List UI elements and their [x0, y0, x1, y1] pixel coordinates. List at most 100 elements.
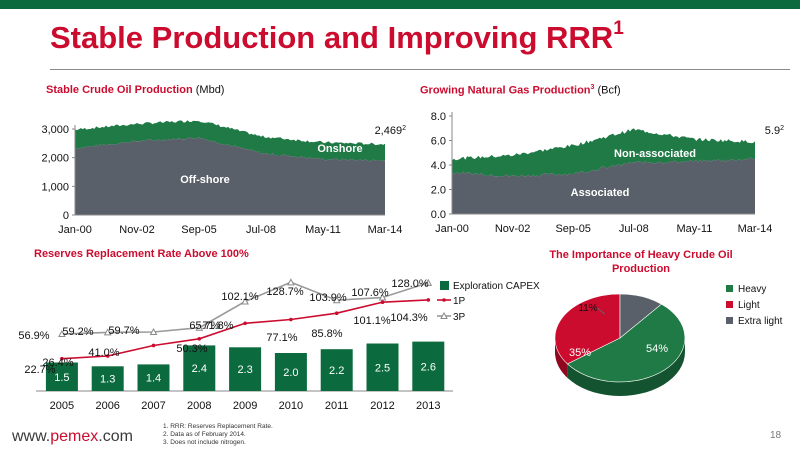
y-tick-label: 0.0: [431, 209, 446, 221]
rrr-1p-marker: [197, 336, 202, 341]
rrr-combo-chart: 1.5 1.3 1.4 2.4 2.3 2.0 2.2 2.5 2.6 2005 2006 2007 2…: [18, 278, 540, 412]
rrr-3p-marker: [195, 323, 204, 331]
rrr-1p-label: 26.4%: [42, 357, 73, 369]
capex-bar: [320, 349, 353, 391]
x-tick-label: 2010: [279, 400, 303, 412]
rrr-1p-marker: [380, 300, 385, 305]
legend-1p-marker: [442, 298, 446, 302]
x-tick-label: Nov-02: [119, 224, 154, 236]
rrr-3p-marker: [287, 278, 295, 286]
footnotes: 1. RRR: Reserves Replacement Rate. 2. Da…: [163, 423, 273, 447]
rrr-1p-label: 22.7%: [24, 364, 55, 376]
x-tick-label: 2008: [187, 400, 211, 412]
capex-bar: [229, 347, 262, 391]
rrr-3p-marker: [241, 297, 249, 305]
capex-bar-label: 1.5: [54, 372, 69, 384]
pie-legend-swatch: [726, 301, 733, 308]
rrr-1p-marker: [426, 298, 431, 302]
series-label-onshore: Onshore: [317, 143, 362, 155]
pie-slice-light: [554, 293, 621, 365]
pie-leader-line: [596, 307, 606, 315]
capex-bar: [274, 353, 307, 391]
end-value-text: 2,469: [375, 125, 403, 137]
capex-bar-label: 2.0: [283, 367, 298, 379]
rrr-3p-label: 107.6%: [351, 287, 389, 299]
capex-bar: [45, 362, 78, 391]
x-tick-label: Nov-02: [495, 223, 530, 235]
end-value-label: 2,4692: [375, 125, 407, 137]
rrr-3p-marker: [424, 278, 433, 286]
oil-production-chart: 0 1,000 2,000 3,000 Jan-00 Nov-02 Sep-05 Jul-08…: [41, 120, 407, 236]
pie-slice-side-heavy: [567, 338, 685, 396]
y-tick-label: 0: [63, 210, 69, 222]
footer-url[interactable]: www.pemex.com: [12, 428, 133, 446]
pie-label-extra-light: 11%: [578, 303, 597, 314]
y-tick-label: 3,000: [41, 124, 69, 136]
x-tick-label: 2011: [325, 400, 349, 412]
area-onshore: [75, 120, 385, 162]
pie-chart-title: The Importance of Heavy Crude Oil Produc…: [549, 249, 733, 275]
capex-bar: [91, 366, 124, 391]
area-off-shore: [75, 136, 385, 215]
rrr-3p-marker: [103, 328, 112, 336]
rrr-1p-label: 104.3%: [390, 312, 428, 324]
pie-legend-label: Light: [738, 300, 760, 311]
pie-slice-heavy: [566, 303, 686, 383]
capex-bar-label: 2.4: [192, 363, 207, 375]
pie-slice-extra-light: [619, 293, 662, 339]
rrr-1p-marker: [334, 311, 339, 316]
pie-legend-swatch: [726, 317, 733, 324]
oil-chart-unit: (Mbd): [195, 84, 225, 96]
gas-chart-title-text: Growing Natural Gas Production: [420, 84, 591, 97]
pie-legend-label: Heavy: [738, 284, 766, 295]
legend-capex-label: Exploration CAPEX: [453, 281, 540, 292]
rrr-3p-marker: [332, 296, 341, 304]
rrr-1p-marker: [105, 354, 110, 358]
x-tick-label: Jan-00: [435, 223, 469, 235]
footnote-1: 1. RRR: Reserves Replacement Rate.: [163, 423, 273, 430]
capex-bar: [137, 364, 170, 391]
rrr-1p-label: 41.0%: [88, 347, 119, 359]
capex-bar-label: 2.2: [329, 365, 344, 377]
title-divider: [50, 69, 790, 70]
capex-bar-label: 2.6: [421, 361, 436, 373]
x-tick-label: Mar-14: [368, 224, 403, 236]
rrr-1p-marker: [151, 343, 156, 348]
gas-chart-title-footnote: 3: [590, 84, 595, 91]
x-tick-label: Jul-08: [246, 224, 276, 236]
capex-bar: [412, 341, 445, 391]
y-tick-label: 1,000: [41, 181, 69, 193]
page-number: 18: [770, 430, 782, 441]
gas-production-chart: 0.0 2.0 4.0 6.0 8.0 Jan-00 Nov-02 Sep-05 Jul-08 M…: [431, 111, 784, 235]
capex-bar-label: 1.4: [146, 373, 161, 385]
rrr-3p-label: 65.7%: [189, 320, 220, 332]
slide-title-footnote: 1: [613, 18, 624, 39]
rrr-1p-label: 101.1%: [353, 315, 391, 327]
rrr-3p-label: 102.1%: [221, 291, 259, 303]
rrr-3p-label: 128.7%: [266, 286, 304, 298]
capex-bar: [183, 345, 216, 391]
heavy-oil-pie-chart: 54% 35% 11% Heavy Light Extra light: [554, 284, 783, 396]
y-tick-label: 6.0: [431, 136, 446, 148]
rrr-3p-label: 56.9%: [18, 330, 49, 342]
rrr-3p-label: 128.0%: [391, 278, 429, 290]
gas-chart-unit: (Bcf): [597, 84, 621, 97]
x-tick-label: 2012: [370, 400, 394, 412]
x-tick-label: May-11: [676, 223, 712, 235]
footnote-2: 2. Data as of February 2014.: [163, 431, 246, 438]
rrr-1p-label: 77.1%: [266, 332, 297, 344]
series-label-non-associated: Non-associated: [614, 148, 696, 160]
rrr-3p-marker: [378, 293, 387, 301]
x-tick-label: 2005: [50, 400, 74, 412]
legend-1p-label: 1P: [453, 296, 466, 307]
end-value-footnote: 2: [402, 125, 406, 132]
rrr-3p-marker: [58, 329, 66, 338]
capex-bar-label: 2.5: [375, 362, 390, 374]
pie-slice-side-light: [555, 338, 568, 378]
rrr-3p-label: 59.7%: [108, 325, 139, 337]
x-tick-label: May-11: [305, 224, 341, 236]
footer-url-suffix: .com: [98, 428, 133, 445]
footer-url-domain: pemex: [50, 428, 99, 445]
y-tick-label: 2.0: [431, 185, 446, 197]
rrr-1p-label: 50.3%: [176, 343, 207, 355]
